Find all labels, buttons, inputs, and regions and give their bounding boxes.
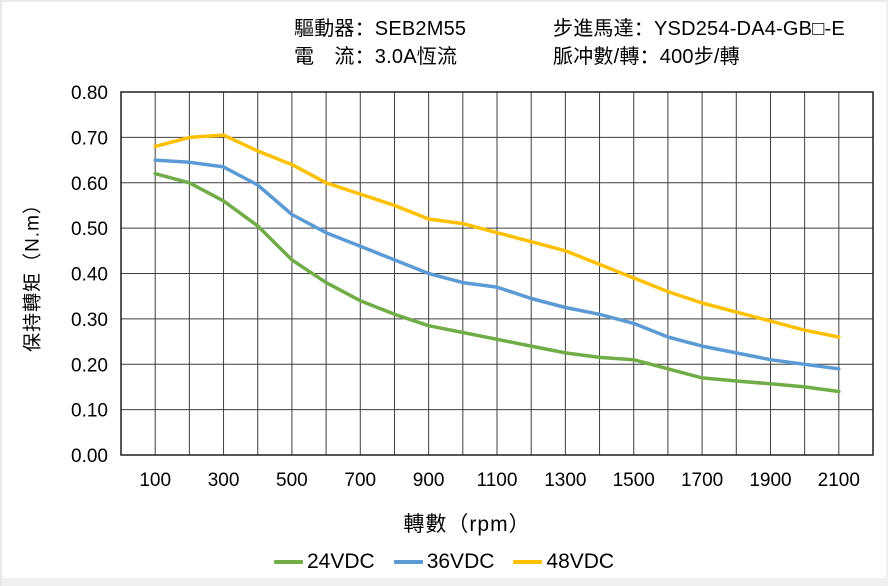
- x-tick-label: 900: [413, 470, 445, 491]
- x-tick-label: 100: [139, 470, 171, 491]
- y-tick-label: 0.10: [71, 401, 108, 422]
- x-tick-label: 500: [276, 470, 308, 491]
- legend-item-36VDC: 36VDC: [393, 550, 495, 574]
- pulses-info: 脈冲數/轉：400步/轉: [553, 46, 740, 68]
- y-tick-label: 0.60: [71, 174, 108, 195]
- legend-swatch-36VDC: [393, 560, 423, 564]
- curve-36VDC: [153, 158, 841, 371]
- plot-border: [120, 91, 874, 456]
- y-tick-label: 0.50: [71, 219, 108, 240]
- x-tick-label: 1700: [681, 470, 723, 491]
- x-tick-label: 2100: [818, 470, 860, 491]
- legend-swatch-24VDC: [274, 560, 303, 564]
- legend-item-48VDC: 48VDC: [513, 550, 614, 574]
- y-tick-label: 0.80: [71, 83, 108, 104]
- y-tick-label: 0.30: [71, 310, 108, 331]
- legend-label-24VDC: 24VDC: [307, 550, 375, 573]
- x-tick-label: 1100: [477, 470, 518, 491]
- legend-label-36VDC: 36VDC: [426, 550, 495, 573]
- x-axis-title: 轉數（rpm）: [403, 513, 531, 536]
- curve-48VDC: [153, 133, 841, 339]
- bottom-strip: [2, 578, 886, 586]
- x-tick-label: 1500: [613, 470, 655, 491]
- curve-24VDC: [153, 171, 841, 394]
- legend-item-24VDC: 24VDC: [274, 550, 375, 574]
- y-tick-label: 0.40: [71, 265, 108, 286]
- y-axis-title: 保持轉矩（N.m）: [22, 194, 44, 352]
- y-tick-label: 0.70: [71, 128, 108, 149]
- x-tick-label: 1900: [749, 470, 791, 491]
- legend-label-48VDC: 48VDC: [546, 550, 615, 573]
- x-tick-label: 300: [208, 470, 240, 491]
- legend-swatch-48VDC: [513, 560, 543, 564]
- x-tick-label: 700: [344, 470, 376, 491]
- torque-speed-chart: 100 300 500 700 900 1100 1300 1500 1700 1900 2100 0…: [71, 83, 874, 491]
- y-tick-label: 0.00: [71, 446, 108, 467]
- y-tick-label: 0.20: [71, 355, 108, 376]
- x-tick-label: 1300: [544, 470, 586, 491]
- legend: 24VDC 36VDC 48VDC: [274, 547, 614, 577]
- current-info: 電 流：3.0A恆流: [294, 46, 458, 68]
- driver-info: 驅動器：SEB2M55: [294, 18, 467, 40]
- motor-info: 步進馬達：YSD254-DA4-GB□-E: [553, 18, 845, 40]
